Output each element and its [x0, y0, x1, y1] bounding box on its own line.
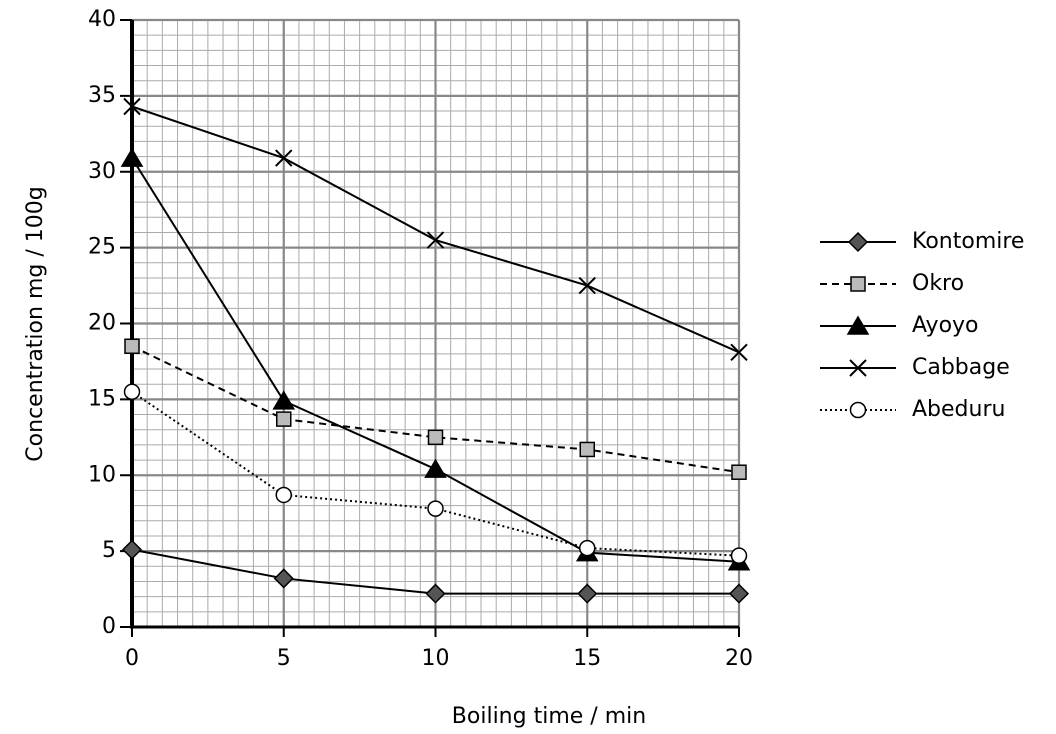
marker [849, 401, 867, 419]
marker [850, 276, 866, 292]
marker [578, 276, 596, 295]
marker [272, 390, 296, 410]
legend-label: Okro [912, 271, 964, 296]
marker [731, 464, 747, 480]
x-tick-label: 5 [277, 646, 291, 671]
y-tick-label: 5 [102, 538, 116, 563]
marker [427, 429, 444, 446]
y-axis-label: Concentration mg / 100g [23, 186, 48, 461]
marker [426, 231, 445, 249]
marker [273, 568, 294, 589]
marker [849, 359, 867, 377]
marker [730, 547, 748, 564]
legend-item: Kontomire [820, 229, 1024, 254]
y-tick-label: 10 [88, 462, 116, 487]
y-tick-label: 40 [88, 7, 116, 32]
x-tick-label: 15 [573, 646, 601, 671]
y-tick-label: 25 [88, 235, 116, 260]
y-tick-label: 15 [88, 386, 116, 411]
legend-item: Cabbage [820, 355, 1010, 380]
marker [730, 343, 748, 362]
x-tick-label: 20 [725, 646, 753, 671]
marker [124, 338, 140, 355]
legend-item: Okro [820, 271, 964, 296]
marker [276, 411, 292, 427]
y-tick-label: 35 [88, 83, 116, 108]
y-tick-label: 20 [88, 311, 116, 336]
marker [579, 441, 595, 458]
legend-label: Kontomire [912, 229, 1024, 254]
marker [275, 486, 292, 504]
x-tick-label: 0 [125, 646, 139, 671]
marker [121, 539, 143, 560]
marker [846, 315, 870, 335]
legend-label: Ayoyo [912, 313, 979, 338]
x-axis-label: Boiling time / min [452, 704, 646, 729]
x-tick-label: 10 [422, 646, 450, 671]
legend-label: Cabbage [912, 355, 1010, 380]
marker [424, 458, 447, 478]
marker [579, 539, 596, 557]
marker [275, 149, 293, 167]
marker [120, 147, 144, 167]
marker [847, 231, 869, 253]
marker [427, 500, 444, 517]
legend-label: Abeduru [912, 397, 1005, 422]
marker [123, 383, 141, 401]
y-tick-label: 0 [102, 614, 116, 639]
marker [577, 583, 598, 604]
legend-item: Abeduru [820, 397, 1005, 422]
marker [728, 583, 750, 604]
marker [123, 97, 141, 116]
series-line [131, 345, 740, 474]
marker [425, 583, 446, 604]
legend-item: Ayoyo [820, 313, 979, 338]
y-tick-label: 30 [88, 159, 116, 184]
